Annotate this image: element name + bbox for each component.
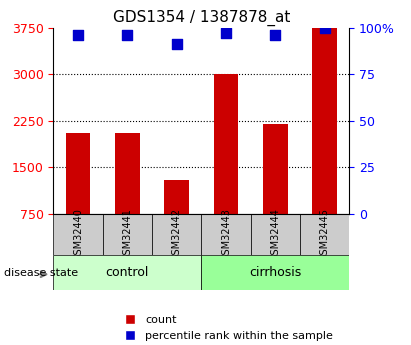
Point [173, 42, 180, 47]
Point [272, 32, 279, 38]
Point [124, 32, 131, 38]
Text: disease state: disease state [4, 268, 78, 277]
FancyBboxPatch shape [201, 255, 349, 290]
Text: GSM32440: GSM32440 [73, 208, 83, 261]
Text: GSM32444: GSM32444 [270, 208, 280, 261]
FancyBboxPatch shape [251, 214, 300, 255]
Text: GSM32445: GSM32445 [320, 208, 330, 261]
Point [75, 32, 81, 38]
Text: cirrhosis: cirrhosis [249, 266, 302, 279]
FancyBboxPatch shape [53, 214, 103, 255]
Text: GSM32441: GSM32441 [122, 208, 132, 261]
Point [321, 25, 328, 30]
Bar [164, 180, 189, 214]
Text: GSM32442: GSM32442 [172, 208, 182, 261]
Bar [66, 133, 90, 214]
FancyBboxPatch shape [103, 214, 152, 255]
Bar [263, 124, 288, 214]
Legend: count, percentile rank within the sample: count, percentile rank within the sample [115, 310, 337, 345]
FancyBboxPatch shape [201, 214, 251, 255]
Title: GDS1354 / 1387878_at: GDS1354 / 1387878_at [113, 10, 290, 26]
FancyBboxPatch shape [152, 214, 201, 255]
Bar [115, 133, 140, 214]
FancyBboxPatch shape [53, 255, 201, 290]
Bar [214, 74, 238, 214]
Text: control: control [106, 266, 149, 279]
Text: GSM32443: GSM32443 [221, 208, 231, 261]
Point [223, 30, 229, 36]
FancyBboxPatch shape [300, 214, 349, 255]
Bar [312, 28, 337, 214]
